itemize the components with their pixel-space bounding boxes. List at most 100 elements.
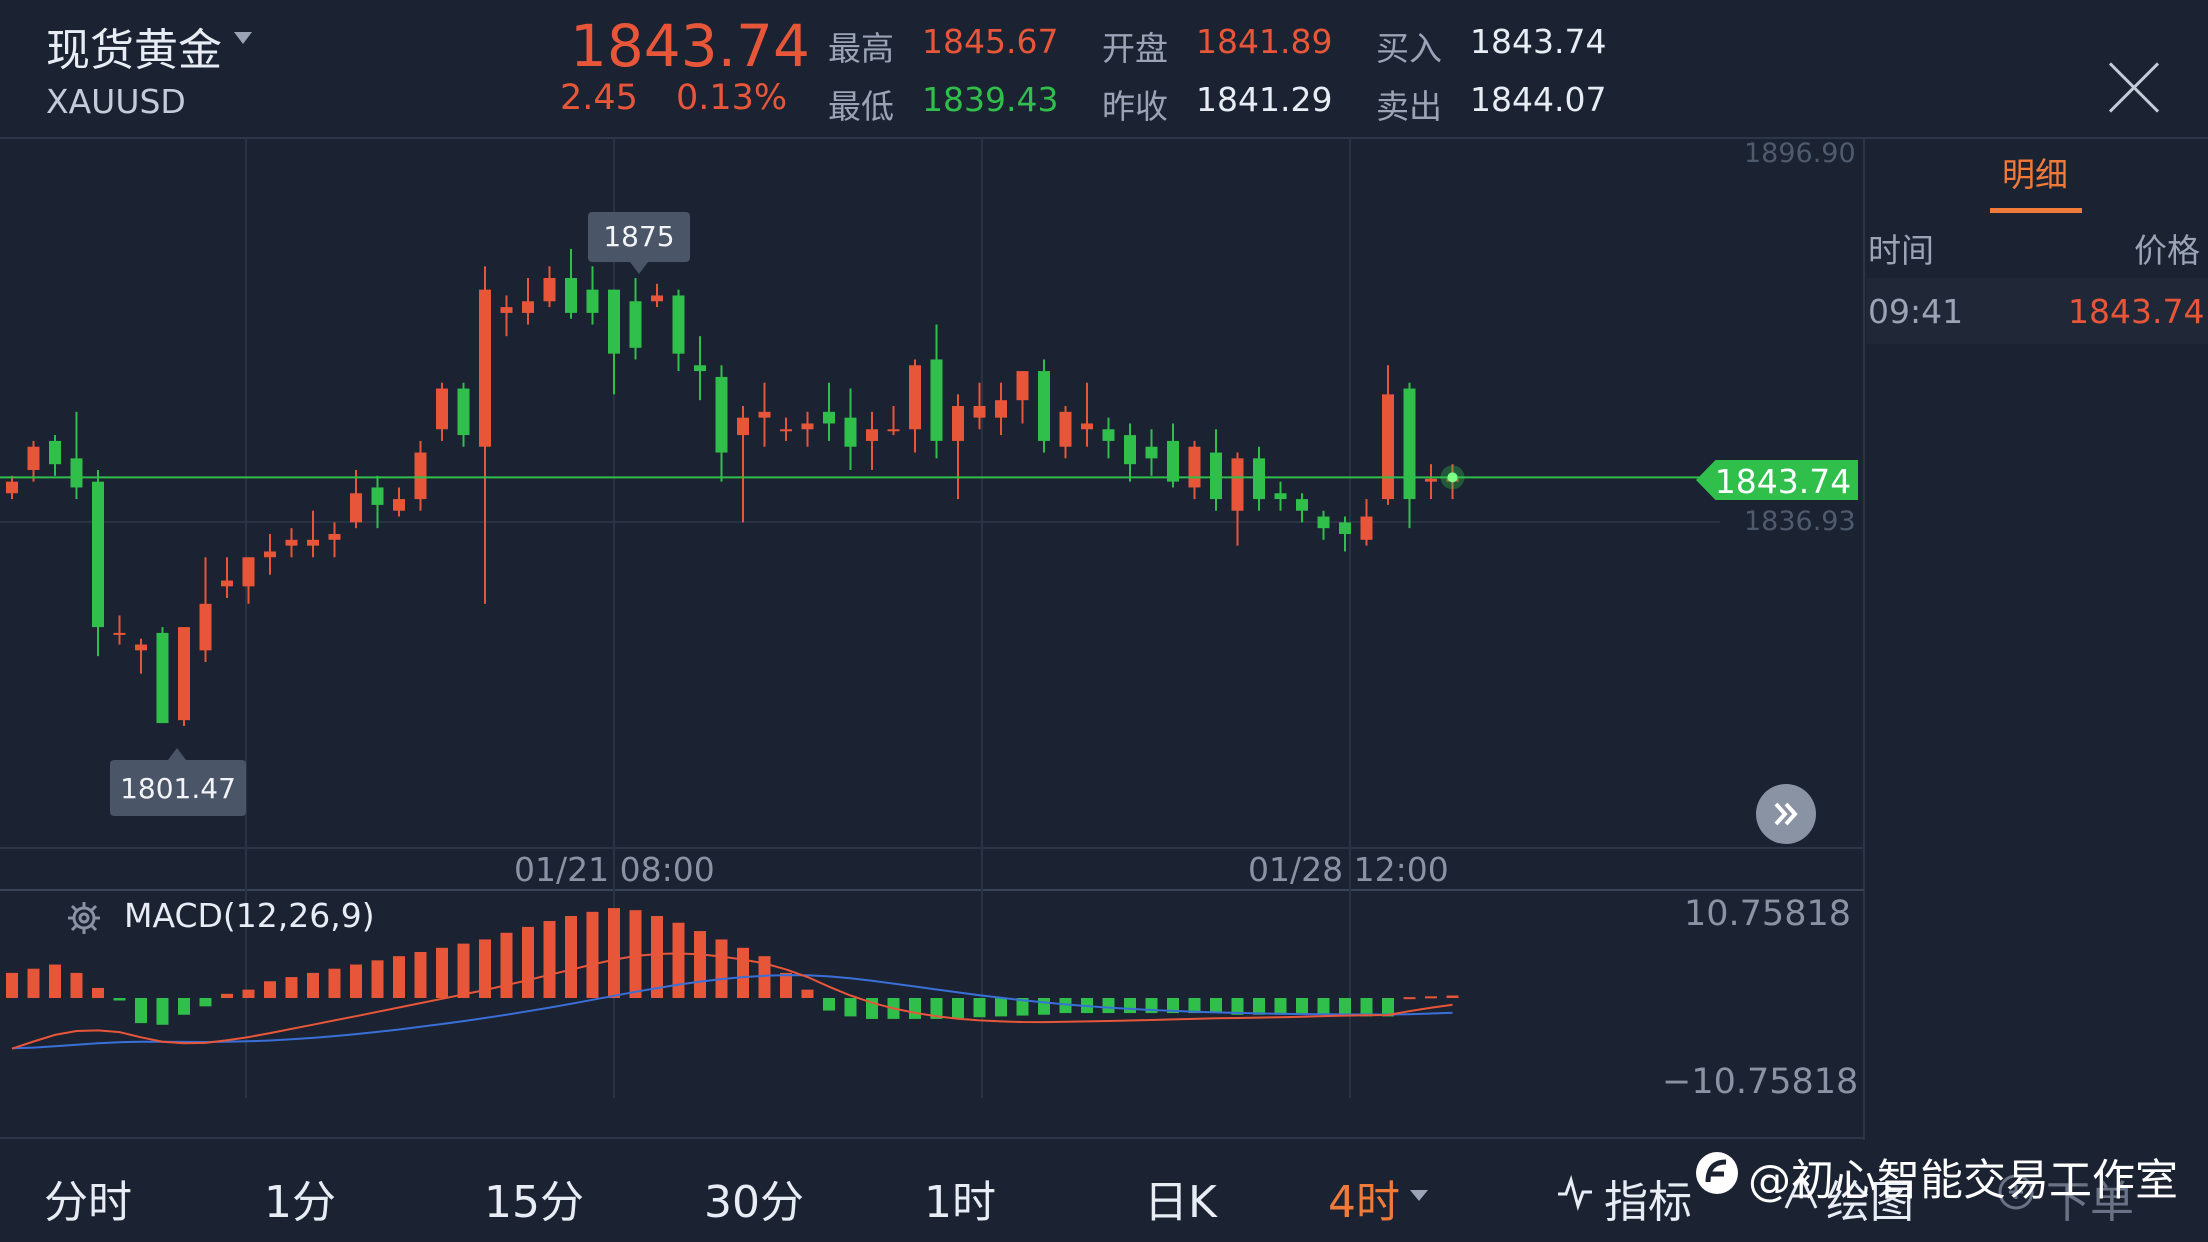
interval-timeshare[interactable]: 分时 (44, 1177, 132, 1228)
candle-body (178, 627, 190, 721)
candle-body (801, 423, 814, 430)
macd-bar (694, 931, 706, 998)
candle-body (1038, 371, 1050, 441)
macd-bar (1403, 997, 1416, 1000)
x-axis-label-2: 01/28 12:00 (1248, 850, 1449, 889)
chart-overlay (0, 262, 1700, 760)
min-marker-pointer (168, 748, 186, 760)
macd-bar (1317, 998, 1330, 1015)
macd-bottom-label: −10.75818 (1662, 1062, 1859, 1102)
macd-bar (199, 998, 212, 1007)
macd-bar (608, 908, 620, 998)
candle-body (371, 487, 384, 505)
interval-30m[interactable]: 30分 (704, 1177, 804, 1228)
candle-body (1403, 388, 1416, 500)
macd-bar (285, 977, 298, 998)
macd-bar (801, 989, 814, 998)
tab-detail[interactable]: 明细 (2002, 155, 2068, 194)
macd-bar (737, 947, 749, 998)
high-label: 最高 (828, 29, 894, 68)
macd-bar (1188, 998, 1201, 1014)
indicator-icon[interactable] (1556, 1174, 1594, 1212)
interval-15m[interactable]: 15分 (484, 1177, 584, 1228)
interval-4h[interactable]: 4时 (1328, 1177, 1400, 1228)
candle-body (1231, 458, 1244, 511)
macd-bar (930, 998, 943, 1019)
candle-body (866, 429, 878, 441)
candlestick-series (6, 248, 1459, 726)
interval-1m[interactable]: 1分 (264, 1177, 336, 1228)
y-axis-max-label: 1896.90 (1744, 138, 1856, 169)
macd-bar (565, 916, 577, 998)
candle-body (92, 481, 104, 628)
macd-bar (1360, 998, 1373, 1017)
candle-body (1081, 423, 1093, 430)
macd-bar (500, 932, 513, 998)
col-time-header: 时间 (1868, 231, 1934, 270)
candle-body (328, 534, 341, 540)
candle-body (973, 406, 986, 418)
macd-bar (264, 981, 276, 998)
macd-bar (479, 939, 491, 998)
candle-body (758, 411, 771, 418)
candle-body (414, 452, 427, 500)
instrument-dropdown-icon[interactable] (234, 32, 252, 44)
candle-body (737, 417, 749, 436)
y-axis-min-label: 1836.93 (1744, 506, 1856, 537)
prev-close-label: 昨收 (1102, 87, 1168, 126)
candle-body (565, 278, 577, 313)
instrument-symbol: XAUUSD (46, 82, 186, 121)
indicator-button[interactable]: 指标 (1604, 1177, 1692, 1228)
max-marker-label: 1875 (603, 220, 675, 253)
trade-row (1866, 278, 2208, 344)
macd-bar (973, 998, 986, 1018)
candle-body (156, 632, 169, 724)
ask-label: 卖出 (1376, 87, 1442, 126)
macd-bar (780, 972, 792, 998)
candle-body (242, 557, 255, 587)
macd-bar (70, 972, 83, 998)
col-price-header: 价格 (2134, 231, 2200, 270)
instrument-name[interactable]: 现货黄金 (46, 25, 222, 76)
interval-1h[interactable]: 1时 (924, 1177, 996, 1228)
candle-body (1167, 440, 1179, 482)
candle-body (887, 429, 900, 432)
candle-body (436, 388, 448, 430)
scroll-to-latest-button[interactable] (1756, 784, 1816, 844)
macd-bar (1124, 998, 1136, 1014)
candle-body (49, 440, 61, 465)
candle-body (113, 632, 126, 635)
macd-bar (586, 911, 599, 998)
interval-daily[interactable]: 日K (1144, 1177, 1217, 1228)
candle-body (1016, 371, 1029, 401)
tab-detail-indicator (1990, 208, 2082, 213)
candle-body (1296, 499, 1308, 511)
x-axis-label-1: 01/21 08:00 (514, 850, 715, 889)
bid-label: 买入 (1376, 29, 1442, 68)
max-marker-bubble (588, 212, 690, 262)
macd-bar (1296, 998, 1308, 1015)
draw-icon[interactable] (1782, 1172, 1820, 1212)
candle-body (780, 429, 792, 432)
draw-button[interactable]: 绘图 (1826, 1177, 1914, 1228)
trade-time: 09:41 (1868, 292, 1964, 331)
macd-bar (6, 972, 18, 998)
candle-body (844, 417, 857, 447)
bottom-toolbar (0, 1140, 2208, 1242)
max-marker-pointer (630, 262, 648, 274)
candle-body (522, 301, 534, 313)
macd-bar (242, 989, 255, 998)
macd-bar (1059, 998, 1072, 1014)
candle-body (479, 289, 491, 447)
order-icon[interactable] (1996, 1172, 2036, 1212)
min-marker-bubble (110, 760, 246, 816)
gear-icon[interactable] (66, 900, 102, 936)
order-button[interactable]: 下单 (2046, 1177, 2134, 1228)
candle-body (393, 499, 405, 511)
interval-dropdown-icon[interactable] (1410, 1190, 1428, 1201)
current-price-tag: 1843.74 (1714, 462, 1852, 501)
macd-bar (1274, 998, 1287, 1015)
candle-body (823, 411, 835, 424)
macd-bar (1016, 998, 1029, 1016)
